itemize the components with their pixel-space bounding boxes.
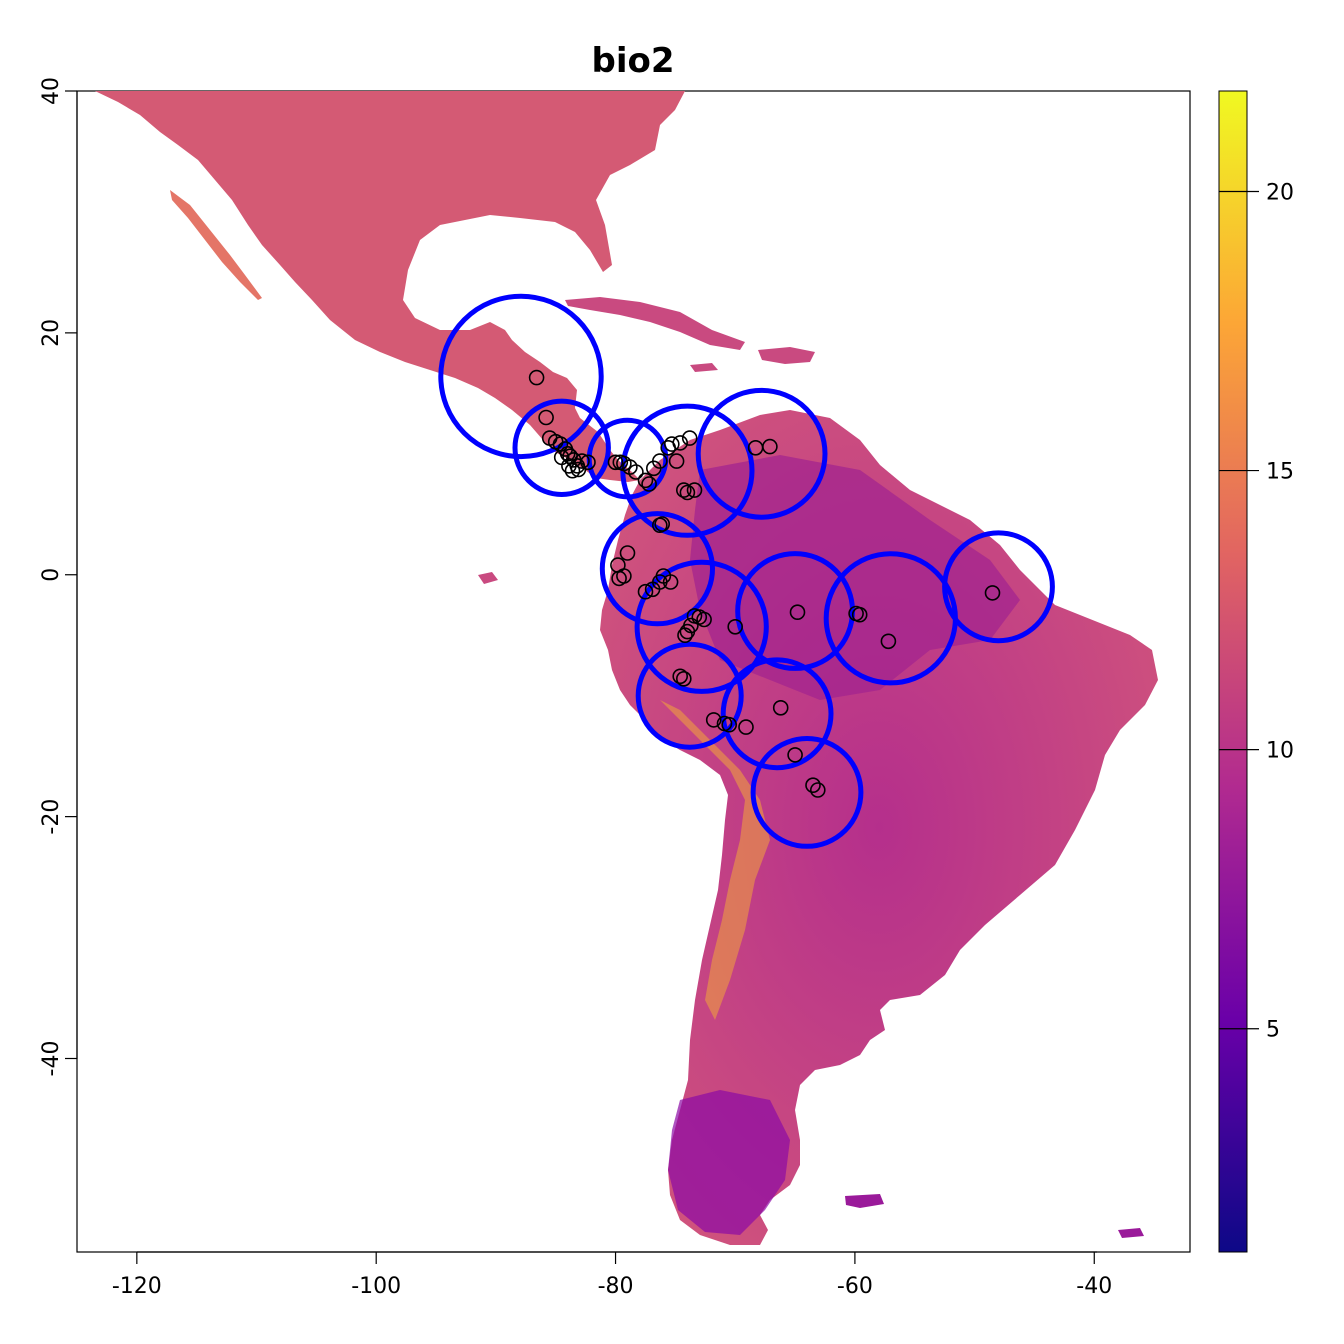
occurrence-point (789, 604, 806, 621)
occurrence-point (644, 581, 661, 598)
land-raster (95, 91, 1158, 1245)
boundary-lobe (635, 641, 744, 750)
occurrence-point (641, 476, 657, 492)
occurrence-point (662, 574, 679, 590)
occurrence-point (696, 611, 712, 628)
y-tick-label: -20 (39, 799, 64, 835)
x-tick-label: -60 (837, 1274, 873, 1299)
patagonia-shade (668, 1090, 790, 1235)
x-tick-label: -120 (112, 1274, 162, 1299)
occurrence-point (553, 449, 570, 466)
occurrence-point (619, 545, 636, 561)
boundary-lobe (735, 551, 855, 671)
boundary-lobe (512, 398, 611, 497)
occurrence-point (805, 777, 821, 794)
occurrence-point (616, 568, 632, 584)
galapagos-land (478, 572, 498, 584)
occurrence-point (738, 719, 754, 735)
cuba-land (565, 297, 745, 350)
occurrence-point (668, 453, 685, 469)
legend-tick-label: 5 (1266, 1018, 1280, 1043)
occurrence-point (607, 454, 624, 471)
boundary-lobe (720, 657, 834, 771)
boundary-lobe (942, 530, 1055, 644)
andes-highlands-shade (660, 700, 770, 1020)
jamaica-land (690, 363, 718, 372)
occurrence-point (574, 453, 590, 469)
occurrence-point (663, 436, 680, 452)
hispaniola-land (758, 347, 815, 364)
occurrence-point (538, 409, 554, 426)
occurrence-point (705, 712, 722, 728)
y-tick-label: 20 (39, 319, 64, 347)
occurrence-point (762, 438, 778, 455)
legend-tick-label: 15 (1266, 460, 1294, 485)
legend-tick-label: 20 (1266, 180, 1294, 205)
y-tick-label: 40 (39, 77, 64, 105)
south-georgia-land (1118, 1228, 1144, 1238)
occurrence-point (564, 462, 581, 479)
boundary-lobe (695, 387, 828, 520)
occurrence-point (651, 453, 668, 469)
occurrence-point (672, 668, 689, 685)
x-tick-label: -100 (351, 1274, 401, 1299)
occurrence-point (570, 461, 587, 478)
occurrence-point (637, 472, 654, 489)
boundary-lobe (750, 736, 864, 849)
x-axis: -120 -100 -80 -60 -40 (112, 1251, 1112, 1299)
falkland-islands-land (845, 1194, 884, 1208)
occurrence-point (880, 633, 897, 650)
occurrence-point (787, 747, 803, 763)
occurrence-point (721, 716, 738, 733)
boundary-lobe (599, 511, 716, 627)
boundary-lobe (634, 559, 769, 694)
occurrence-point (809, 782, 826, 798)
occurrence-point (851, 606, 868, 623)
occurrence-point (679, 623, 696, 640)
x-tick-label: -40 (1076, 1274, 1112, 1299)
y-tick-label: -40 (39, 1041, 64, 1077)
occurrence-point (772, 699, 789, 716)
y-axis: 40 20 0 -20 -40 (39, 77, 78, 1077)
occurrence-point (984, 585, 1001, 601)
occurrence-point (675, 482, 692, 498)
occurrence-point (654, 516, 671, 532)
occurrence-point (628, 464, 644, 480)
legend-tick-label: 10 (1266, 739, 1294, 764)
occurrence-point (637, 583, 654, 600)
occurrence-point (686, 482, 703, 498)
occurrence-point (528, 369, 545, 386)
y-tick-label: 0 (39, 568, 64, 582)
legend-colorbar (1218, 90, 1248, 1253)
boundary-lobe (438, 293, 604, 460)
occurrence-point (727, 618, 744, 635)
map-title: bio2 (591, 41, 674, 81)
baja-california-land (170, 190, 262, 300)
occurrence-points (528, 369, 1001, 798)
occurrence-point (675, 670, 692, 687)
accessible-area-boundary (438, 293, 1055, 849)
occurrence-point (672, 435, 689, 451)
north-america-land (95, 91, 685, 482)
occurrence-point (677, 627, 693, 644)
color-legend: 5 10 15 20 (1218, 90, 1294, 1253)
occurrence-point (681, 430, 698, 446)
occurrence-point (679, 484, 696, 501)
x-tick-label: -80 (598, 1274, 634, 1299)
